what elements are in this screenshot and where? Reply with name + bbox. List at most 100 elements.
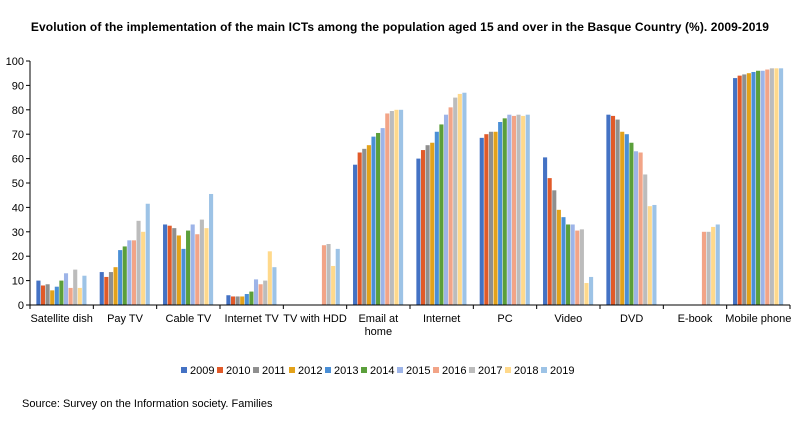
bar [40,285,46,305]
bar [357,152,362,305]
bar [737,75,742,305]
bar [122,246,127,305]
legend-label: 2016 [442,365,466,377]
legend-label: 2013 [334,365,358,377]
category-label: PC [497,313,512,325]
y-tick-label: 20 [12,251,24,263]
bar [244,294,249,305]
bar [50,290,55,305]
legend-label: 2011 [262,365,286,377]
bars [36,68,784,306]
bar [556,209,561,305]
bar [439,124,444,305]
y-axis: 0 10 20 30 40 50 60 70 80 90 100 [6,56,31,312]
bar [760,70,765,305]
bar [118,250,123,305]
bar [163,224,168,305]
bar [108,272,113,305]
bar [176,235,181,305]
y-tick-label: 90 [12,80,24,92]
bar [570,224,575,305]
y-tick-label: 50 [12,178,24,190]
bar [249,291,254,305]
bar [711,226,716,305]
bar [624,134,629,305]
bar [195,234,200,305]
bar [448,107,453,305]
bar [547,178,552,305]
legend-swatch [541,367,547,373]
bar [701,231,706,305]
bar [561,217,566,305]
bar [575,230,580,305]
bar [353,164,358,305]
chart-title: Evolution of the implementation of the m… [30,20,770,34]
y-tick-label: 100 [6,56,24,68]
bar [715,224,720,305]
legend-swatch [397,367,403,373]
bar [209,193,214,305]
bar [45,284,50,305]
bar [113,267,118,305]
bar [258,284,263,305]
category-label: DVD [620,313,643,325]
bar [751,71,756,305]
bar [167,225,172,305]
bar [253,279,259,305]
bar [610,115,616,306]
bar [453,97,458,305]
bar [633,151,639,305]
bar [59,280,64,305]
y-tick-label: 30 [12,227,24,239]
bar [507,114,512,306]
bar [516,114,521,306]
bar [380,128,385,305]
category-label: E-book [678,313,713,325]
bar [479,137,484,305]
y-tick-label: 0 [18,300,24,312]
bar [399,109,404,305]
y-tick-label: 40 [12,202,24,214]
bar [335,248,340,305]
bar [579,229,584,305]
category-label: Email at [358,313,398,325]
legend-swatch [217,367,223,373]
bar [190,224,195,305]
category-label: Video [554,313,582,325]
legend-swatch [253,367,259,373]
bar [606,114,611,306]
y-tick-label: 10 [12,276,24,288]
bar [326,244,331,305]
bar [376,132,381,305]
bar [552,190,557,305]
bar [263,280,268,305]
bar [742,74,747,305]
bar [425,145,430,305]
bar [620,131,625,305]
bar [434,131,439,305]
source-note: Source: Survey on the Information societ… [22,398,273,410]
bar [73,269,78,305]
bar [63,273,69,305]
bar [68,287,73,305]
bar [493,131,498,305]
category-label: home [365,326,393,338]
bar [141,231,146,305]
legend-label: 2014 [370,365,394,377]
bar [462,92,467,305]
legend: 2009 2010 2011 2012 2013 2014 2015 2016 2017 2018… [181,365,574,377]
legend-label: 2010 [226,365,250,377]
bar [145,203,150,305]
bar [235,296,240,305]
bar [756,70,761,305]
category-label: Cable TV [166,313,212,325]
legend-label: 2019 [550,365,574,377]
bar [321,245,326,305]
bar [484,134,489,305]
bar [331,265,336,305]
legend-swatch [361,367,367,373]
category-label: Satellite dish [30,313,92,325]
bar [647,206,652,305]
legend-label: 2018 [514,365,538,377]
